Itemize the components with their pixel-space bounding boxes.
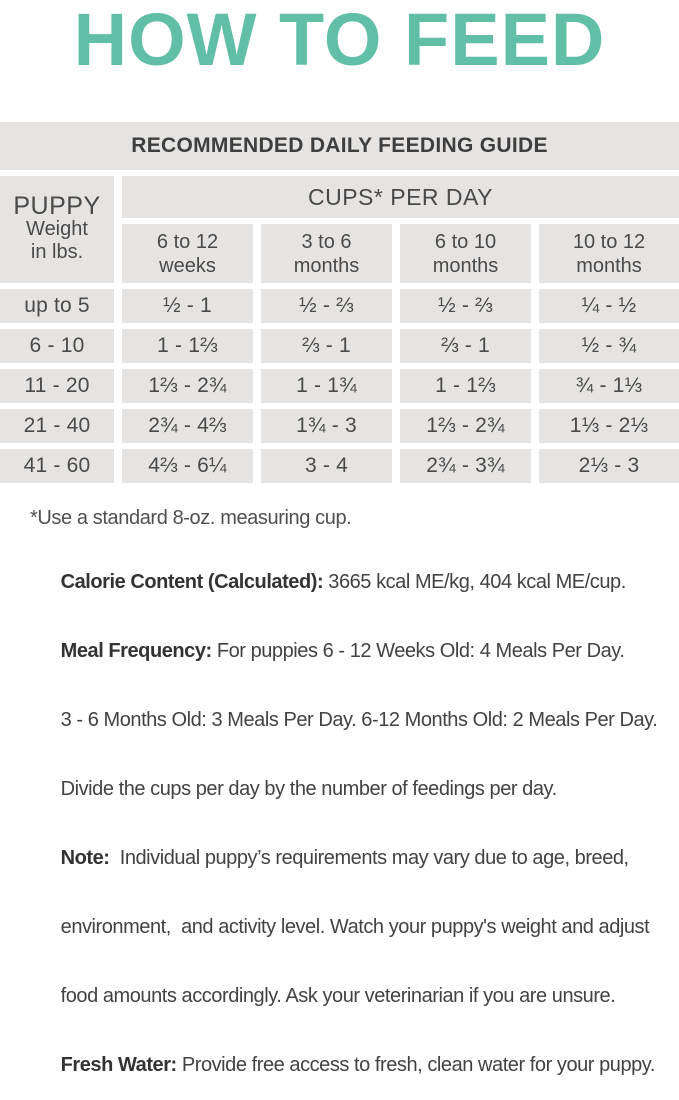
weight-range-cell: 6 - 10: [0, 329, 114, 363]
cups-value-cell: 1 - 1⅔: [400, 369, 531, 403]
note-line-3: food amounts accordingly. Ask your veter…: [60, 985, 616, 1007]
age-header-line1: 3 to 6: [301, 230, 352, 253]
table-caption: RECOMMENDED DAILY FEEDING GUIDE: [0, 122, 679, 170]
cups-value-cell: 1¾ - 3: [261, 409, 392, 443]
fresh-water-label: Fresh Water:: [60, 1054, 178, 1076]
cups-value-cell: 1⅔ - 2¾: [122, 369, 253, 403]
meal-frequency-text: For puppies 6 - 12 Weeks Old: 4 Meals Pe…: [211, 640, 625, 662]
fresh-water-text: Provide free access to fresh, clean wate…: [176, 1054, 656, 1076]
weight-header-line1: PUPPY: [13, 192, 101, 220]
age-column-header-3-6-months: 3 to 6 months: [261, 224, 392, 283]
feeding-guide-table: RECOMMENDED DAILY FEEDING GUIDE PUPPY We…: [0, 122, 679, 483]
meal-frequency-line-2: 3 - 6 Months Old: 3 Meals Per Day. 6-12 …: [60, 709, 658, 731]
note-line: Note: Individual puppy’s requirements ma…: [30, 824, 679, 893]
cups-value-cell: 2¾ - 3¾: [400, 449, 531, 483]
cups-value-cell: 1⅔ - 2¾: [400, 409, 531, 443]
note-text: Individual puppy’s requirements may vary…: [109, 847, 629, 869]
age-column-header-6-12-weeks: 6 to 12 weeks: [122, 224, 253, 283]
cups-value-cell: ½ - ⅔: [400, 289, 531, 323]
calorie-content-line: Calorie Content (Calculated): 3665 kcal …: [30, 548, 679, 617]
weight-column-header: PUPPY Weight in lbs.: [0, 176, 114, 283]
feeding-info-block: Calorie Content (Calculated): 3665 kcal …: [30, 548, 679, 1100]
note-label: Note:: [60, 847, 110, 869]
calorie-content-label: Calorie Content (Calculated):: [60, 571, 324, 593]
cups-value-cell: 1 - 1¾: [261, 369, 392, 403]
fresh-water-line: Fresh Water: Provide free access to fres…: [30, 1031, 679, 1100]
weight-range-cell: up to 5: [0, 289, 114, 323]
cups-value-cell: ¼ - ½: [539, 289, 679, 323]
age-header-line2: months: [576, 254, 642, 277]
cups-value-cell: ⅔ - 1: [261, 329, 392, 363]
age-header-line1: 6 to 10: [434, 230, 497, 253]
age-header-line1: 10 to 12: [572, 230, 646, 253]
cups-value-cell: 4⅔ - 6¼: [122, 449, 253, 483]
age-column-header-6-10-months: 6 to 10 months: [400, 224, 531, 283]
cups-per-day-header: CUPS* PER DAY: [122, 176, 679, 218]
cups-value-cell: 2⅓ - 3: [539, 449, 679, 483]
note-line-2: environment, and activity level. Watch y…: [60, 916, 650, 938]
age-header-line1: 6 to 12: [156, 230, 219, 253]
age-header-line2: months: [432, 254, 499, 277]
cups-value-cell: ½ - ¾: [539, 329, 679, 363]
page-title: HOW TO FEED: [73, 0, 606, 81]
age-header-line2: weeks: [159, 254, 216, 277]
cups-value-cell: 1⅓ - 2⅓: [539, 409, 679, 443]
weight-range-cell: 11 - 20: [0, 369, 114, 403]
cups-value-cell: 1 - 1⅔: [122, 329, 253, 363]
cups-value-cell: ¾ - 1⅓: [539, 369, 679, 403]
weight-header-line3: in lbs.: [30, 241, 84, 263]
measuring-cup-footnote: *Use a standard 8-oz. measuring cup.: [30, 507, 352, 529]
cups-value-cell: ½ - ⅔: [261, 289, 392, 323]
weight-range-cell: 41 - 60: [0, 449, 114, 483]
calorie-content-text: 3665 kcal ME/kg, 404 kcal ME/cup.: [323, 571, 626, 593]
weight-range-cell: 21 - 40: [0, 409, 114, 443]
meal-frequency-line-3: Divide the cups per day by the number of…: [60, 778, 558, 800]
age-header-line2: months: [293, 254, 360, 277]
meal-frequency-line: Meal Frequency: For puppies 6 - 12 Weeks…: [30, 617, 679, 686]
cups-value-cell: 3 - 4: [261, 449, 392, 483]
cups-value-cell: ⅔ - 1: [400, 329, 531, 363]
cups-value-cell: 2¾ - 4⅔: [122, 409, 253, 443]
age-column-header-10-12-months: 10 to 12 months: [539, 224, 679, 283]
meal-frequency-label: Meal Frequency:: [60, 640, 213, 662]
cups-value-cell: ½ - 1: [122, 289, 253, 323]
weight-header-line2: Weight: [26, 218, 88, 240]
